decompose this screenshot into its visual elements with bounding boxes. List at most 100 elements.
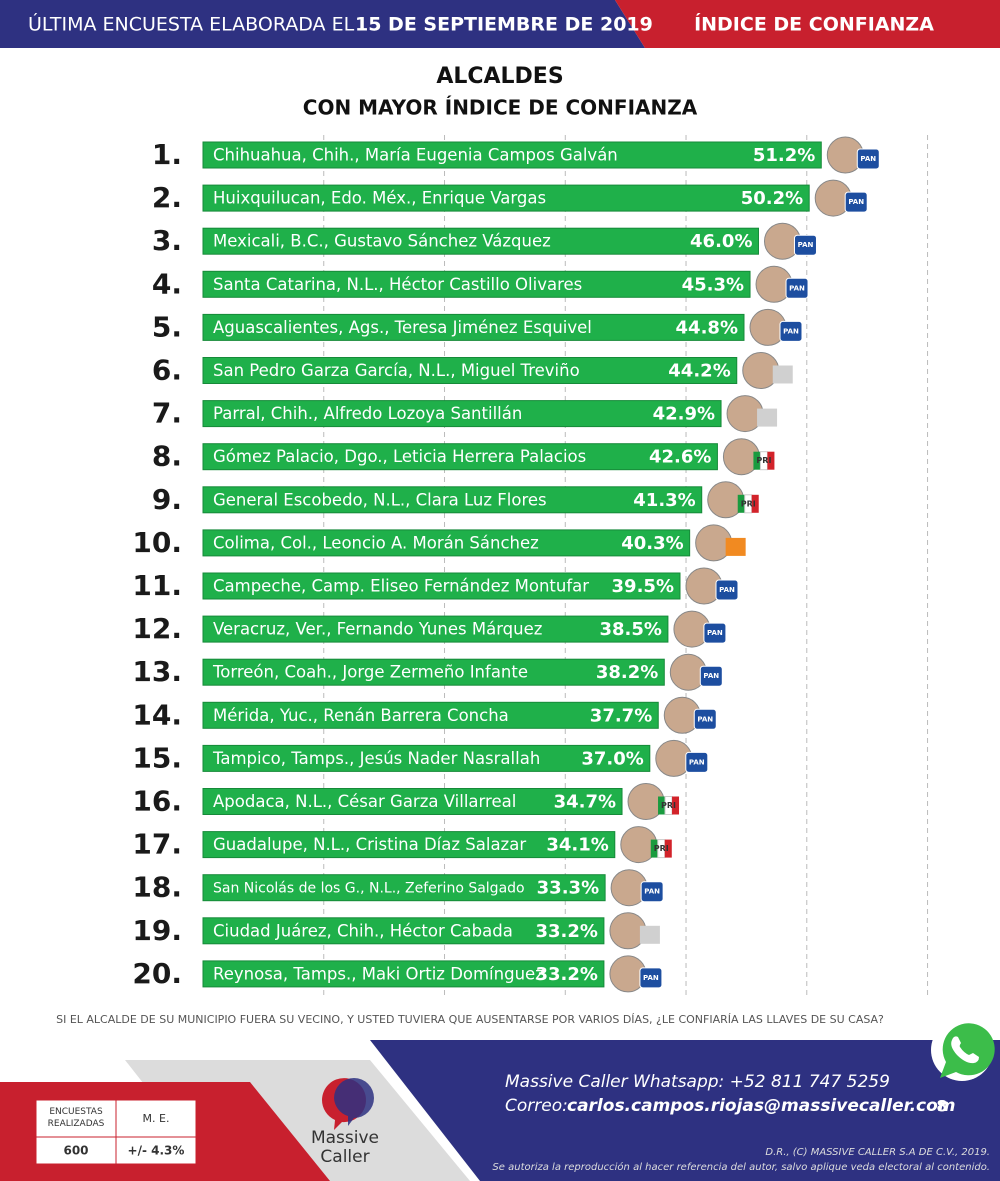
footer-band	[370, 1040, 1000, 1181]
rank-label: 9.	[152, 483, 182, 516]
bar	[202, 184, 810, 212]
category-label: Apodaca, N.L., César Garza Villarreal	[213, 792, 516, 811]
value-label: 44.8%	[676, 317, 738, 338]
party-logo	[639, 967, 663, 989]
party-logo	[650, 839, 658, 858]
table-cell: +/- 4.3%	[128, 1144, 185, 1158]
rank-label: 7.	[152, 397, 182, 430]
category-label: Mexicali, B.C., Gustavo Sánchez Vázquez	[213, 232, 551, 251]
party-label: PAN	[860, 155, 876, 163]
rank-label: 6.	[152, 354, 182, 387]
rank-label: 12.	[132, 612, 182, 645]
category-label: Torreón, Coah., Jorge Zermeño Infante	[212, 663, 528, 682]
party-logo	[844, 191, 868, 213]
category-label: Veracruz, Ver., Fernando Yunes Márquez	[213, 620, 542, 639]
party-label: PRI	[756, 456, 771, 465]
party-label: PAN	[798, 241, 814, 249]
rank-label: 17.	[132, 828, 182, 861]
value-label: 51.2%	[753, 145, 815, 166]
party-logo	[793, 234, 817, 256]
value-label: 42.9%	[653, 404, 715, 425]
category-label: Santa Catarina, N.L., Héctor Castillo Ol…	[213, 275, 582, 294]
party-logo	[772, 365, 793, 384]
rank-label: 13.	[132, 655, 182, 688]
rank-label: 1.	[152, 138, 182, 171]
rank-label: 11.	[132, 569, 182, 602]
value-label: 33.2%	[535, 921, 597, 942]
value-label: 41.3%	[633, 490, 695, 511]
party-label: PAN	[783, 327, 799, 335]
bar	[202, 400, 722, 428]
party-logo	[699, 665, 723, 687]
party-logo	[672, 796, 680, 815]
header-date: 15 DE SEPTIEMBRE DE 2019	[355, 14, 653, 36]
category-label: Guadalupe, N.L., Cristina Díaz Salazar	[213, 835, 526, 854]
party-label: PAN	[644, 888, 660, 896]
bar	[202, 744, 651, 772]
category-label: Tampico, Tamps., Jesús Nader Nasrallah	[212, 749, 540, 768]
footer-email-label: Correo:	[505, 1096, 568, 1116]
question: SI EL ALCALDE DE SU MUNICIPIO FUERA SU V…	[56, 1013, 884, 1026]
party-label: PAN	[707, 629, 723, 637]
bar	[202, 141, 822, 169]
bar	[202, 443, 718, 471]
party-logo	[725, 537, 746, 556]
bar	[202, 874, 606, 902]
category-label: General Escobedo, N.L., Clara Luz Flores	[213, 490, 547, 509]
value-label: 45.3%	[682, 274, 744, 295]
bar	[202, 529, 691, 557]
value-label: 44.2%	[668, 361, 730, 382]
party-logo	[785, 277, 809, 299]
bar	[202, 227, 759, 255]
value-label: 42.6%	[649, 447, 711, 468]
bar	[202, 917, 605, 945]
header-intro: ÚLTIMA ENCUESTA ELABORADA EL	[28, 12, 355, 36]
category-label: San Pedro Garza García, N.L., Miguel Tre…	[213, 361, 580, 380]
header-section: ÍNDICE DE CONFIANZA	[694, 13, 934, 36]
value-label: 37.7%	[590, 705, 652, 726]
category-label: Gómez Palacio, Dgo., Leticia Herrera Pal…	[213, 447, 586, 466]
whatsapp-icon	[940, 1023, 995, 1078]
party-label: PAN	[689, 758, 705, 766]
party-label: PAN	[697, 715, 713, 723]
plot: 1. Chihuahua, Chih., María Eugenia Campos…	[132, 135, 929, 995]
party-logo	[640, 881, 664, 903]
party-logo	[751, 494, 759, 513]
rank-label: 10.	[132, 526, 182, 559]
bar	[202, 788, 623, 815]
party-label: PAN	[848, 198, 864, 206]
party-logo	[779, 320, 803, 342]
bar	[202, 486, 703, 514]
bar	[202, 270, 751, 298]
party-label: PAN	[643, 974, 659, 982]
rank-label: 5.	[152, 310, 182, 343]
category-label: Reynosa, Tamps., Maki Ortiz Domínguez	[213, 964, 544, 983]
logo-bubble	[334, 1078, 374, 1126]
category-label: Chihuahua, Chih., María Eugenia Campos G…	[213, 146, 618, 165]
party-logo	[664, 839, 672, 858]
table-header: M. E.	[143, 1112, 170, 1125]
footer-email: carlos.campos.riojas@massivecaller.com	[567, 1096, 956, 1116]
chart-subtitle: CON MAYOR ÍNDICE DE CONFIANZA	[303, 96, 698, 120]
party-label: PRI	[661, 801, 676, 810]
rank-label: 3.	[152, 224, 182, 257]
rank-label: 18.	[132, 871, 182, 904]
party-logo	[737, 494, 745, 513]
party-label: PAN	[719, 586, 735, 594]
rank-label: 15.	[132, 741, 182, 774]
bar	[202, 615, 669, 643]
bar	[202, 313, 745, 341]
table-header-cell: ENCUESTAS REALIZADAS	[48, 1107, 105, 1129]
rank-label: 16.	[132, 785, 182, 818]
whatsapp-handset	[951, 1036, 979, 1064]
value-label: 34.7%	[554, 792, 616, 813]
bar	[202, 831, 616, 859]
category-label: Campeche, Camp. Eliseo Fernández Montufa…	[213, 577, 589, 596]
party-logo	[757, 408, 778, 427]
rank-label: 19.	[132, 914, 182, 947]
logo-text: Massive	[311, 1128, 379, 1148]
chart-title: ALCALDES	[436, 64, 563, 89]
party-logo	[767, 451, 775, 470]
party-logo	[715, 579, 739, 601]
